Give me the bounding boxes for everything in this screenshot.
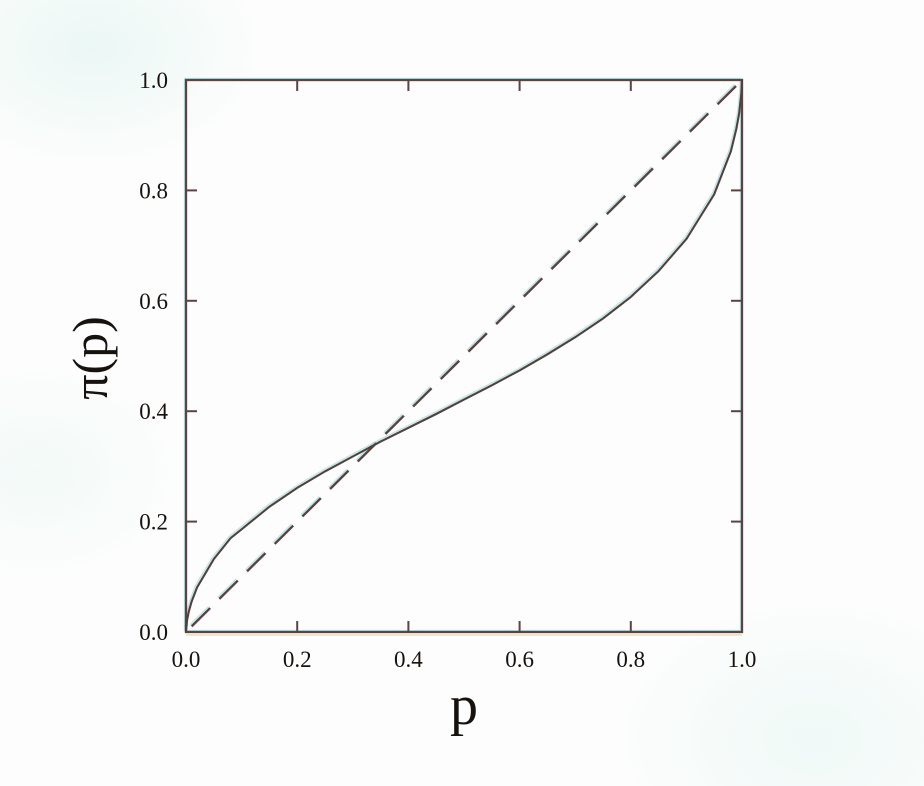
y-tick-label: 0.6 <box>139 289 168 314</box>
y-axis-title: π(p) <box>62 316 118 400</box>
x-axis-title: p <box>450 675 478 737</box>
y-tick-label: 0.0 <box>139 620 168 645</box>
x-tick-label: 1.0 <box>728 647 757 672</box>
x-tick-label: 0.0 <box>172 647 201 672</box>
x-tick-label: 0.2 <box>283 647 312 672</box>
x-tick-label: 0.8 <box>616 647 645 672</box>
y-tick-label: 0.8 <box>139 178 168 203</box>
plot-frame <box>184 78 744 634</box>
y-tick-label: 0.2 <box>139 510 168 535</box>
frame-fringe <box>183 77 742 632</box>
curve-fringe <box>183 78 742 631</box>
y-tick-label: 1.0 <box>139 68 168 93</box>
axis-tick-labels: 0.0 0.2 0.4 0.6 0.8 1.0 0.0 0.2 0.4 0.6 0.8 1.0 <box>139 68 756 672</box>
y-tick-label: 0.4 <box>139 399 168 424</box>
probability-weighting-curve <box>184 79 744 633</box>
scan-color-fringe-layer <box>183 77 742 632</box>
axis-tick-marks <box>186 80 742 632</box>
x-tick-label: 0.6 <box>505 647 534 672</box>
x-tick-label: 0.4 <box>394 647 423 672</box>
identity-diagonal-line <box>185 79 743 633</box>
diagonal-fringe <box>183 77 742 632</box>
